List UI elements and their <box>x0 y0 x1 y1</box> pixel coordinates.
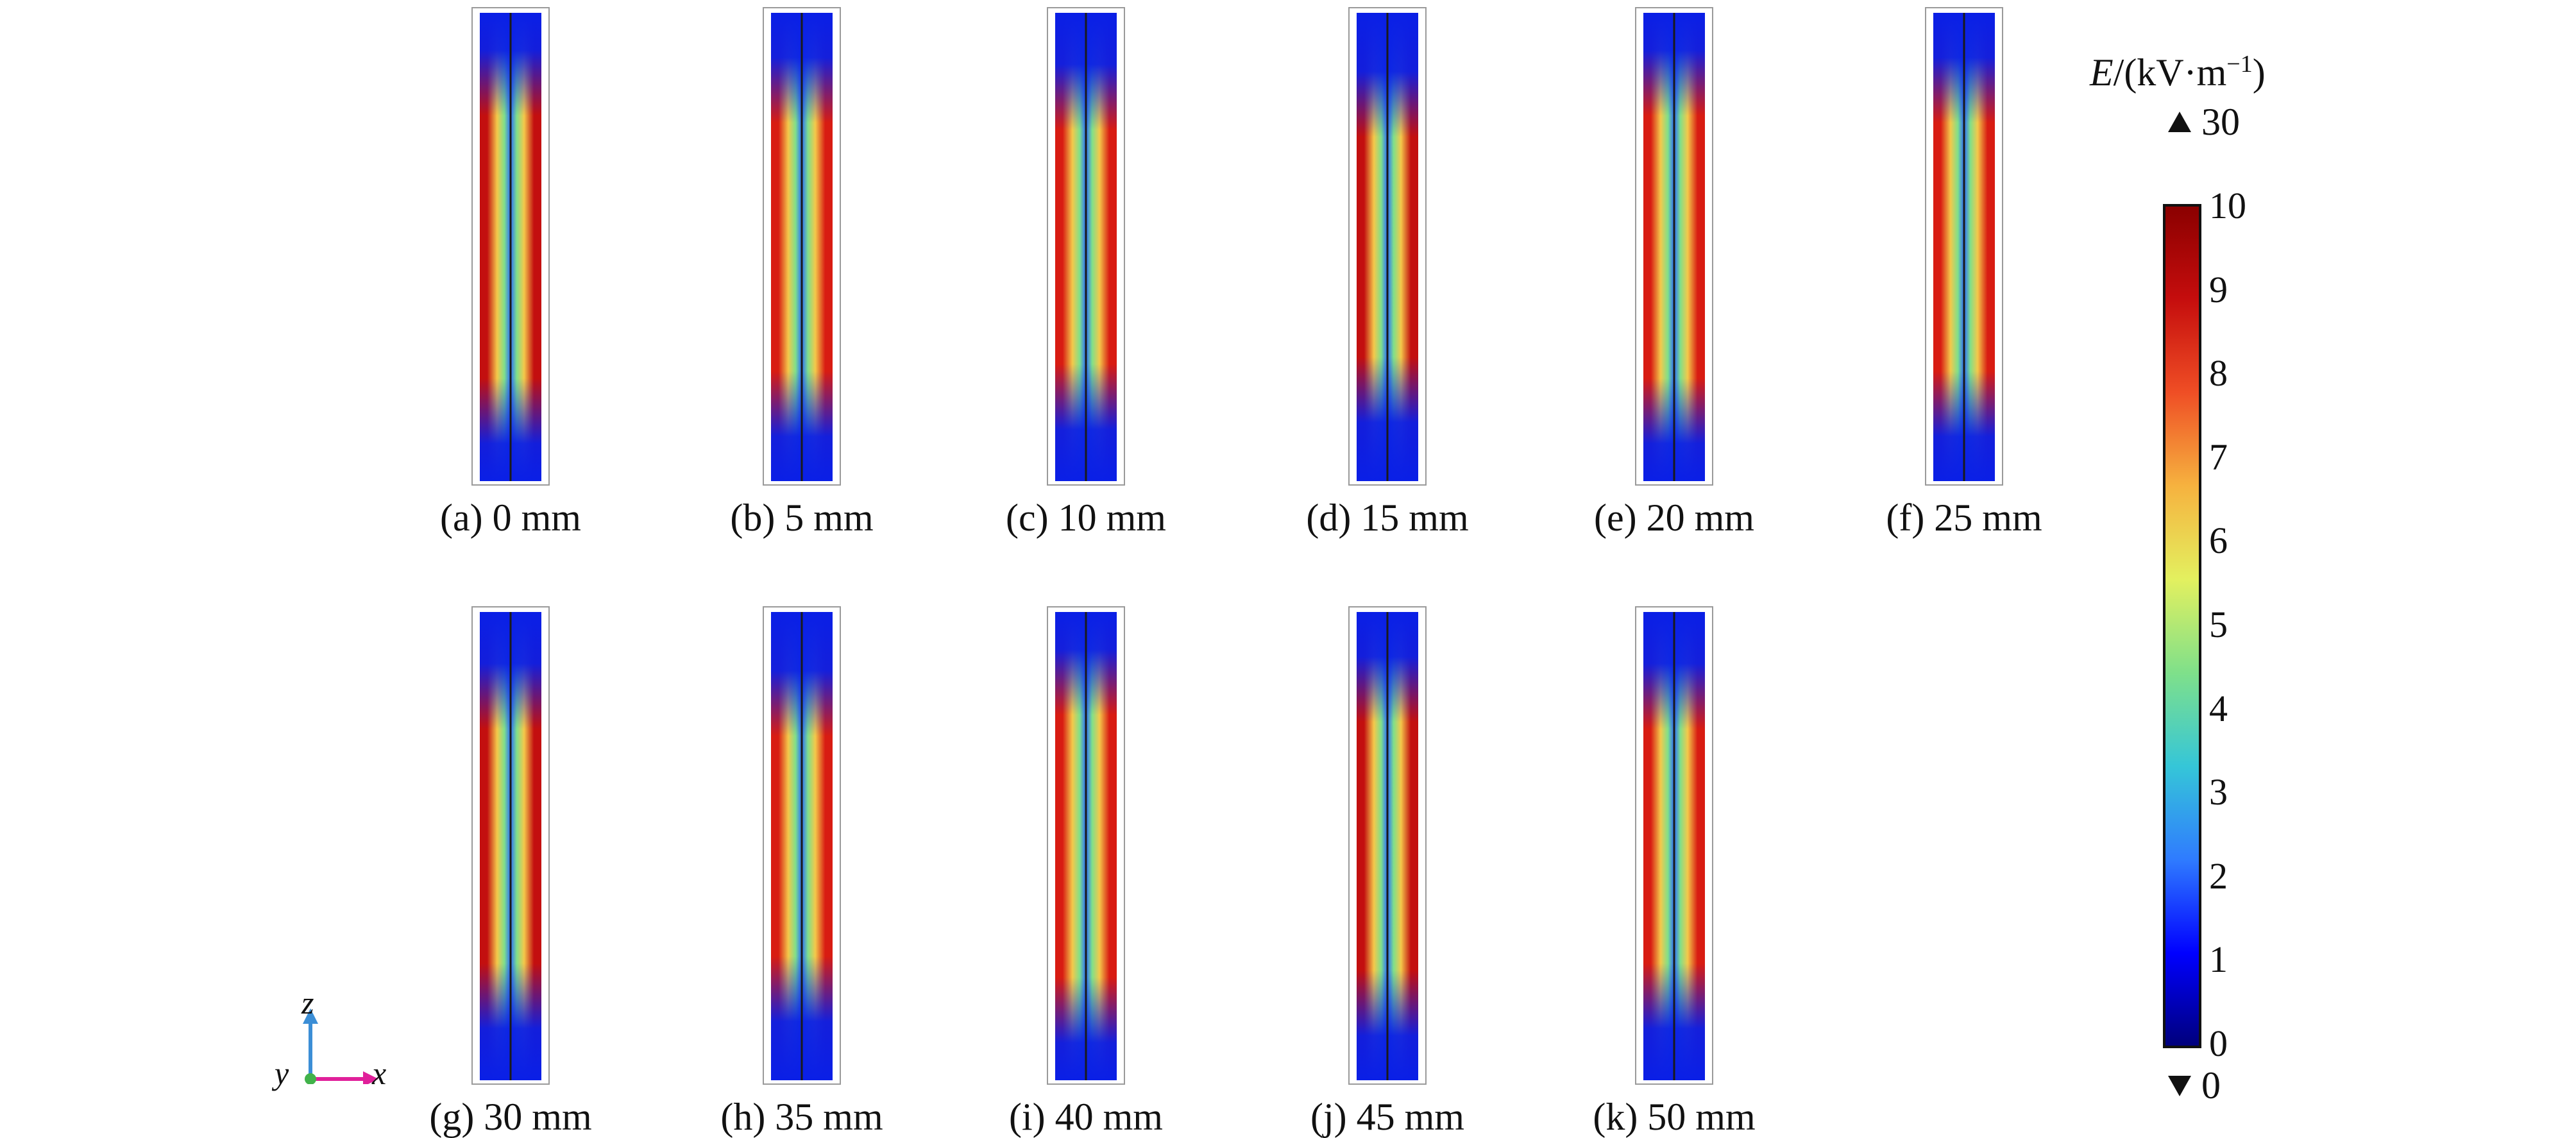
panel-label: (k) 50 mm <box>1593 1096 1756 1138</box>
field-panel <box>1634 606 1714 1087</box>
panel-frame <box>1348 7 1427 486</box>
panel-label: (d) 15 mm <box>1306 497 1469 539</box>
field-panel <box>1348 606 1427 1087</box>
field-map <box>471 7 550 486</box>
colorbar-title-exponent: −1 <box>2226 51 2253 78</box>
panel-frame <box>471 606 550 1085</box>
field-panel <box>1634 6 1714 488</box>
axis-triad-icon <box>303 1008 378 1084</box>
field-map <box>1925 7 2003 486</box>
colorbar-tick-label: 5 <box>2209 604 2228 645</box>
colorbar-max-value: 30 <box>2201 101 2240 143</box>
panel-frame <box>1635 7 1713 486</box>
panel-frame <box>471 7 550 486</box>
field-map <box>471 606 550 1085</box>
colorbar-tick-label: 1 <box>2209 938 2228 981</box>
axis-label-x: x <box>372 1055 387 1091</box>
field-panel <box>1348 6 1427 488</box>
axis-label-y: y <box>275 1055 289 1091</box>
field-panel <box>1046 606 1126 1087</box>
colorbar-tick-label: 6 <box>2209 520 2228 562</box>
panel-frame <box>763 7 841 486</box>
panel-frame <box>1047 606 1125 1085</box>
panel-label: (i) 40 mm <box>1009 1096 1163 1138</box>
colorbar-gradient <box>2163 204 2201 1048</box>
panel-frame <box>1348 606 1427 1085</box>
panel-label: (a) 0 mm <box>440 497 581 539</box>
colorbar-tick-label: 4 <box>2209 687 2228 729</box>
axis-label-z: z <box>301 985 314 1021</box>
panel-label: (j) 45 mm <box>1310 1096 1464 1138</box>
field-panel <box>471 6 550 488</box>
field-panel <box>1924 6 2004 488</box>
field-map <box>1047 7 1125 486</box>
colorbar-tick-label: 10 <box>2209 185 2246 226</box>
min-marker-icon <box>2168 1076 2191 1096</box>
colorbar-tick-label: 3 <box>2209 771 2228 813</box>
field-panel <box>1046 6 1126 488</box>
field-map <box>763 7 841 486</box>
panel-label: (c) 10 mm <box>1006 497 1166 539</box>
field-map <box>763 606 841 1085</box>
panel-frame <box>1047 7 1125 486</box>
field-panel <box>471 606 550 1087</box>
field-map <box>1047 606 1125 1085</box>
colorbar-title-variable: E <box>2090 51 2114 94</box>
panel-label: (b) 5 mm <box>730 497 874 539</box>
colorbar-tick-label: 2 <box>2209 854 2228 897</box>
panel-frame <box>1635 606 1713 1085</box>
colorbar-tick-label: 8 <box>2209 352 2228 395</box>
field-panel <box>762 6 842 488</box>
colorbar-tick-label: 0 <box>2209 1023 2228 1064</box>
panel-label: (e) 20 mm <box>1594 497 1754 539</box>
panel-label: (h) 35 mm <box>720 1096 883 1138</box>
colorbar-title-unit: /(kV·m <box>2113 51 2227 94</box>
field-map <box>1348 606 1427 1085</box>
panel-frame <box>1925 7 2003 486</box>
field-map <box>1635 606 1713 1085</box>
colorbar-title-close: ) <box>2252 51 2266 94</box>
colorbar-title: E/(kV·m−1) <box>2090 44 2266 93</box>
colorbar-min-value: 0 <box>2201 1064 2221 1107</box>
colorbar-tick-label: 9 <box>2209 268 2228 310</box>
field-panel <box>762 606 842 1087</box>
panel-label: (f) 25 mm <box>1886 497 2042 539</box>
max-marker-icon <box>2168 112 2191 132</box>
field-map <box>1635 7 1713 486</box>
colorbar-tick-label: 7 <box>2209 436 2228 478</box>
field-map <box>1348 7 1427 486</box>
panel-frame <box>763 606 841 1085</box>
panel-label: (g) 30 mm <box>429 1096 592 1138</box>
